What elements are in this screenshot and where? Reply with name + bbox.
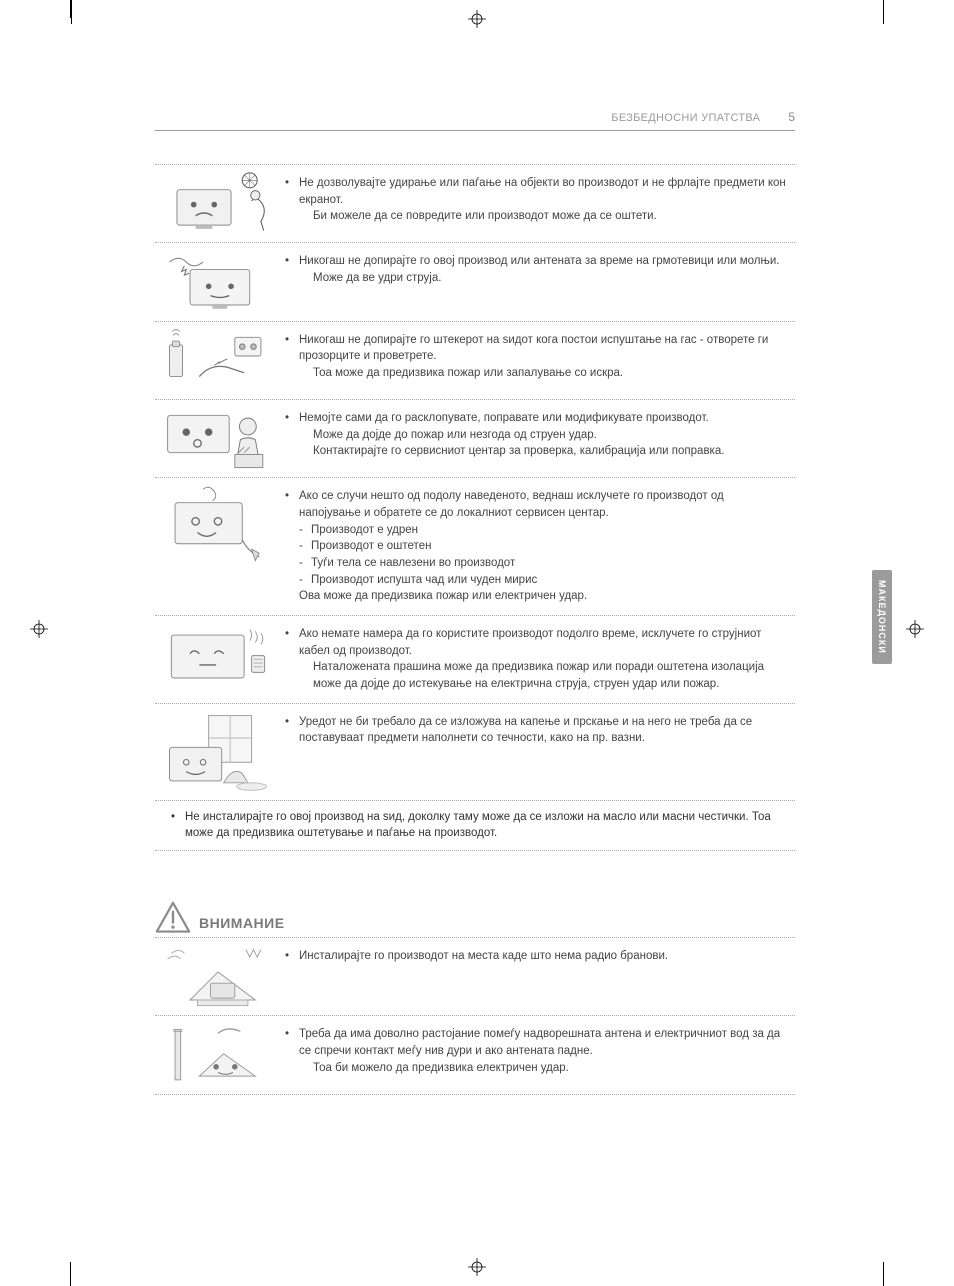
- page-title: БЕЗБЕДНОСНИ УПАТСТВА: [611, 112, 760, 124]
- warning-illustration-icon: [155, 165, 285, 242]
- warning-text: Ако немате намера да го користите произв…: [285, 616, 795, 703]
- warning-illustration-icon: [155, 478, 285, 615]
- warning-illustration-icon: [155, 616, 285, 703]
- warning-row: Никогаш не допирајте го штекерот на ѕидо…: [155, 321, 795, 400]
- caution-illustration-icon: [155, 938, 285, 1015]
- warning-row: Немојте сами да го расклопувате, поправа…: [155, 399, 795, 478]
- warning-row: Ако се случи нешто од подолу наведеното,…: [155, 477, 795, 616]
- caution-heading: ВНИМАНИЕ: [155, 901, 795, 938]
- warning-illustration-icon: [155, 322, 285, 399]
- warning-row-full: Не инсталирајте го овој производ на ѕид,…: [155, 800, 795, 851]
- page-header: БЕЗБЕДНОСНИ УПАТСТВА 5: [155, 110, 795, 131]
- registration-mark-icon: [468, 1258, 486, 1276]
- page-number: 5: [788, 110, 795, 124]
- caution-row: Треба да има доволно растојание помеѓу н…: [155, 1015, 795, 1094]
- caution-label: ВНИМАНИЕ: [199, 915, 285, 933]
- caution-row: Инсталирајте го производот на места каде…: [155, 937, 795, 1016]
- caution-table: Инсталирајте го производот на места каде…: [155, 937, 795, 1095]
- caution-illustration-icon: [155, 1016, 285, 1093]
- warning-text: Немојте сами да го расклопувате, поправа…: [285, 400, 795, 477]
- warning-row: Никогаш не допирајте го овој производ ил…: [155, 242, 795, 321]
- warning-illustration-icon: [155, 243, 285, 320]
- registration-mark-icon: [30, 620, 48, 638]
- warning-text: Ако се случи нешто од подолу наведеното,…: [285, 478, 795, 615]
- crop-mark-icon: [70, 0, 88, 18]
- crop-mark-icon: [866, 0, 884, 18]
- warnings-table: Не дозволувајте удирање или паѓање на об…: [155, 164, 795, 851]
- warning-row: Ако немате намера да го користите произв…: [155, 615, 795, 704]
- language-tab-label: МАКЕДОНСКИ: [877, 580, 887, 654]
- warning-row: Уредот не би требало да се изложува на к…: [155, 703, 795, 801]
- crop-mark-icon: [866, 1268, 884, 1286]
- registration-mark-icon: [468, 10, 486, 28]
- warning-row: Не дозволувајте удирање или паѓање на об…: [155, 164, 795, 243]
- warning-illustration-icon: [155, 704, 285, 800]
- caution-triangle-icon: [155, 901, 191, 933]
- caution-text: Треба да има доволно растојание помеѓу н…: [285, 1016, 795, 1093]
- warning-text: Никогаш не допирајте го штекерот на ѕидо…: [285, 322, 795, 399]
- warning-illustration-icon: [155, 400, 285, 477]
- page-content: БЕЗБЕДНОСНИ УПАТСТВА 5 Не дозволувајте у…: [155, 110, 795, 1095]
- crop-mark-icon: [70, 1268, 88, 1286]
- caution-text: Инсталирајте го производот на места каде…: [285, 938, 795, 1015]
- registration-mark-icon: [906, 620, 924, 638]
- warning-text: Никогаш не допирајте го овој производ ил…: [285, 243, 795, 320]
- warning-text: Не дозволувајте удирање или паѓање на об…: [285, 165, 795, 242]
- warning-text: Уредот не би требало да се изложува на к…: [285, 704, 795, 800]
- language-tab: МАКЕДОНСКИ: [872, 570, 892, 664]
